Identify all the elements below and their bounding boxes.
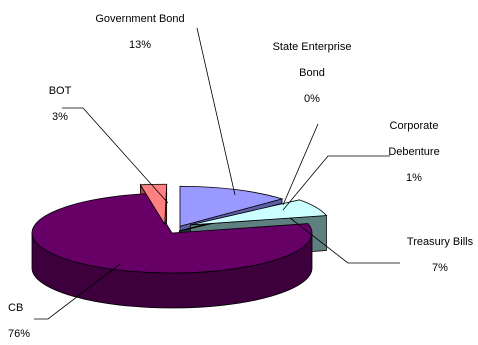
value-label-corporate-debenture: 1% bbox=[406, 172, 422, 184]
value-label-state-enterprise-bond: 0% bbox=[304, 93, 320, 105]
leader-line-state-enterprise-bond bbox=[282, 123, 319, 206]
value-label-bot: 3% bbox=[52, 111, 68, 123]
value-label-government-bond: 13% bbox=[129, 39, 151, 51]
leader-line-corporate-debenture bbox=[282, 155, 390, 211]
label-government-bond: Government Bond bbox=[95, 13, 184, 25]
label-bot: BOT bbox=[49, 85, 72, 97]
pie-slice-cb bbox=[31, 193, 313, 274]
label-cb: CB bbox=[8, 302, 23, 314]
label-treasury-bills: Treasury Bills bbox=[407, 236, 474, 248]
label-corporate-debenture-2: Debenture bbox=[388, 146, 439, 158]
label-state-enterprise-bond-1: State Enterprise bbox=[273, 41, 352, 53]
pie-slice-treasury-bills bbox=[190, 199, 328, 226]
value-label-cb: 76% bbox=[8, 328, 30, 340]
pie-slice-government-bond bbox=[179, 185, 284, 227]
leader-line-treasury-bills bbox=[289, 217, 400, 264]
leader-line-bot bbox=[62, 107, 169, 204]
label-corporate-debenture-1: Corporate bbox=[390, 120, 439, 132]
value-label-treasury-bills: 7% bbox=[432, 262, 448, 274]
leader-line-government-bond bbox=[196, 27, 236, 196]
label-state-enterprise-bond-2: Bond bbox=[299, 67, 325, 79]
leader-line-cb bbox=[34, 263, 121, 320]
